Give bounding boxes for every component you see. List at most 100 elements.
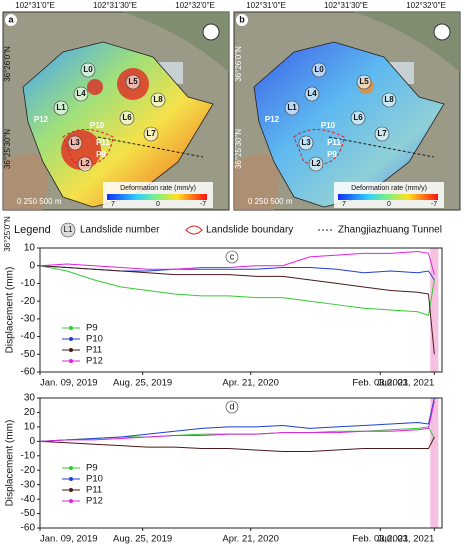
x-tick-label: Jun. 03, 2021 (377, 534, 435, 545)
x-tick-label: Feb. 03,2021 (352, 378, 408, 389)
legend-marker (69, 359, 73, 363)
landslide-label: P10 (321, 121, 336, 130)
scalebar: 0 250 500 m (248, 197, 293, 206)
series-line (39, 265, 435, 316)
y-tick-label: -10 (21, 278, 36, 289)
panel-label-bg (5, 14, 17, 26)
tunnel (328, 136, 435, 158)
landslide-label: L8 (153, 95, 163, 104)
landslide-label: L6 (122, 113, 132, 122)
landslide-label: P11 (327, 138, 341, 147)
map-x-tick: 102°31'0"E (15, 1, 55, 10)
landslide-marker (150, 92, 166, 108)
legend-label: P10 (86, 334, 103, 345)
colorbar-title: Deformation rate (mm/y) (120, 185, 196, 192)
landslide-label: L1 (287, 103, 297, 112)
landslide-label: L7 (146, 129, 156, 138)
map-x-tick: 102°31'0"E (246, 1, 286, 10)
series-line (39, 251, 435, 275)
y-tick-label: 0 (29, 436, 35, 447)
x-tick-label: Jun. 03, 2021 (377, 378, 435, 389)
legend-symbol-bg (60, 222, 76, 238)
landslide-label: P9 (327, 150, 337, 159)
y-tick-label: -60 (21, 367, 36, 378)
map-y-tick: 36°26'0"N (3, 46, 12, 82)
landslide-marker (350, 110, 366, 126)
colorbar (338, 194, 438, 200)
legend-marker (69, 488, 73, 492)
plot-frame (39, 247, 443, 373)
x-tick-label: Jan. 09, 2019 (40, 534, 98, 545)
colorbar-tick: -7 (431, 201, 437, 208)
north-arrow (433, 23, 451, 41)
landslide-marker (298, 135, 314, 151)
landslide-label: L8 (384, 95, 394, 104)
landslide-marker (77, 156, 93, 172)
colorbar-tick: 7 (111, 201, 115, 208)
panel-label: d (229, 401, 234, 411)
y-tick-label: -40 (21, 331, 36, 342)
landslide-label: L4 (76, 89, 86, 98)
panel-label-bg (225, 400, 239, 414)
colorbar-tick: -7 (200, 201, 206, 208)
legend-label: P12 (86, 356, 103, 367)
panel-label: c (230, 251, 235, 261)
series-line (39, 265, 435, 281)
y-tick-label: -10 (21, 450, 36, 461)
north-arrow (202, 23, 220, 41)
landslide-marker (311, 62, 327, 78)
legend-marker (69, 337, 73, 341)
landslide-label: L3 (70, 138, 80, 147)
landslide-marker (143, 126, 159, 142)
legend-label: P11 (86, 485, 102, 496)
plot-frame (39, 397, 443, 529)
y-tick-label: -30 (21, 479, 36, 490)
map-y-tick: 36°25'30"N (3, 129, 12, 169)
scalebar: 0 250 500 m (17, 197, 62, 206)
terrain (234, 153, 279, 210)
x-tick-label: Aug. 25, 2019 (113, 534, 172, 545)
colorbar-title: Deformation rate (mm/y) (351, 185, 427, 192)
colorbar-tick: 7 (342, 201, 346, 208)
landslide-label: L6 (353, 113, 363, 122)
legend-title: Legend (14, 224, 51, 236)
landslide-label: P12 (34, 115, 49, 124)
hot-spot (87, 79, 103, 95)
landslide-marker (308, 156, 324, 172)
map-x-tick: 102°31'30"E (93, 1, 137, 10)
landslide-label: P9 (96, 150, 106, 159)
landslide-marker (53, 100, 69, 116)
series-line (39, 436, 435, 452)
landslide-marker (304, 86, 320, 102)
legend-marker (69, 348, 73, 352)
landslide-label: L3 (301, 138, 311, 147)
map-x-tick: 102°32'0"E (175, 1, 215, 10)
landslide-label: L2 (311, 159, 321, 168)
series-line (39, 397, 435, 442)
landslide-marker (73, 86, 89, 102)
y-tick-label: -60 (21, 523, 36, 534)
panel-label-bg (236, 14, 248, 26)
highlight-band (430, 248, 439, 372)
colorbar-tick: 0 (156, 201, 160, 208)
y-axis-title: Displacement (mm) (5, 267, 16, 354)
landslide-label: L1 (56, 103, 66, 112)
map-y-tick: 36°25'0"N (3, 216, 12, 252)
y-tick-label: -30 (21, 313, 36, 324)
legend-label: P12 (86, 496, 103, 507)
y-tick-label: 20 (24, 407, 36, 418)
legend-label: P9 (86, 463, 98, 474)
highlight-band (430, 398, 439, 528)
y-tick-label: -20 (21, 296, 36, 307)
landslide-label: P10 (90, 121, 105, 130)
y-tick-label: -50 (21, 508, 36, 519)
legend-item: Zhangjiazhuang Tunnel (338, 225, 442, 236)
map-y-tick: 36°25'0"N (234, 216, 243, 252)
landslide-marker (119, 110, 135, 126)
deformation-area (253, 41, 445, 208)
y-tick-label: 0 (29, 260, 35, 271)
colorbar-tick: 0 (387, 201, 391, 208)
y-axis-title: Displacement (mm) (5, 420, 16, 507)
y-tick-label: 10 (24, 243, 36, 254)
